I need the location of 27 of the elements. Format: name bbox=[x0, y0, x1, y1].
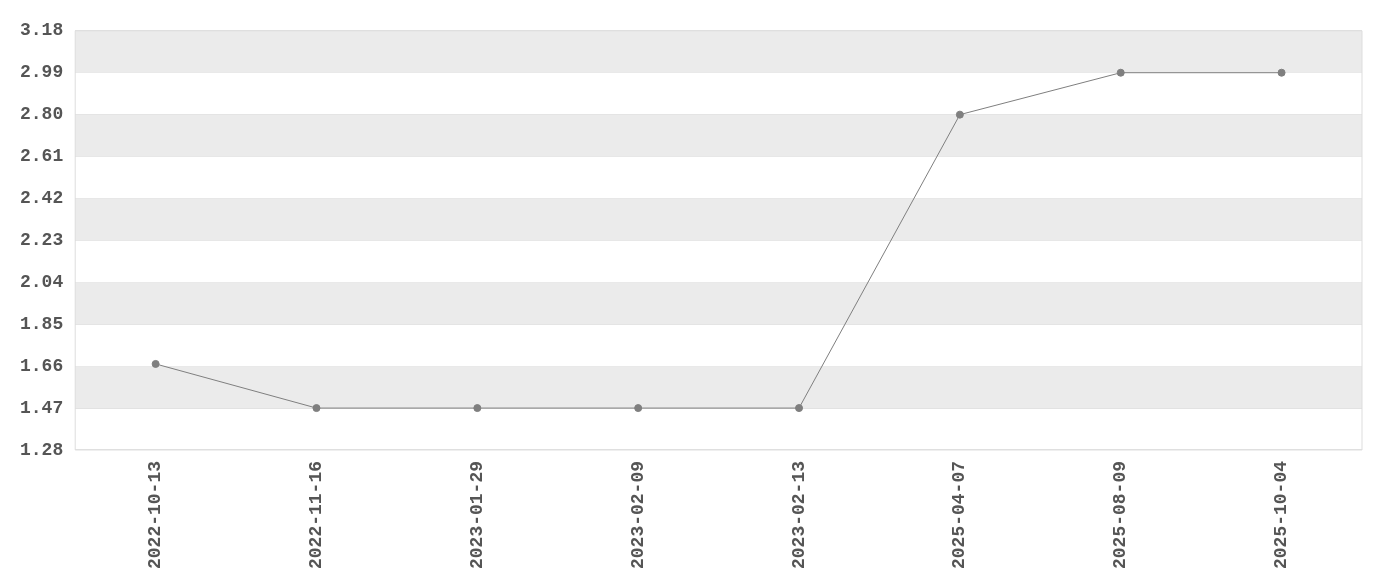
x-tick-label: 2023-02-09 bbox=[627, 460, 648, 570]
x-tick-label: 2025-08-09 bbox=[1110, 460, 1131, 570]
x-tick-label: 2022-10-13 bbox=[145, 460, 166, 570]
y-tick-label: 2.04 bbox=[19, 271, 64, 292]
point bbox=[955, 110, 964, 119]
x-tick-label: 2023-01-29 bbox=[466, 460, 487, 570]
point bbox=[312, 404, 321, 413]
y-tick-label: 2.80 bbox=[19, 104, 64, 125]
y-tick-label: 1.47 bbox=[19, 397, 64, 418]
y-tick-label: 2.42 bbox=[19, 188, 64, 208]
point bbox=[1116, 68, 1125, 77]
x-tick-label: 2025-10-04 bbox=[1271, 460, 1292, 570]
y-tick-label: 1.28 bbox=[19, 439, 64, 460]
x-tick-label: 2023-02-13 bbox=[788, 460, 809, 570]
y-tick-label: 1.66 bbox=[19, 355, 64, 376]
x-tick-label: 2025-04-07 bbox=[949, 460, 970, 570]
x-tick-label: 2022-11-16 bbox=[306, 460, 327, 570]
y-tick-label: 2.23 bbox=[19, 229, 64, 250]
point bbox=[151, 359, 160, 368]
point bbox=[1277, 68, 1286, 77]
y-tick-label: 3.18 bbox=[19, 20, 64, 41]
point bbox=[473, 404, 482, 413]
y-tick-label: 1.85 bbox=[19, 313, 64, 334]
y-tick-label: 2.99 bbox=[19, 62, 64, 83]
point bbox=[795, 404, 804, 413]
y-tick-label: 2.61 bbox=[19, 146, 64, 167]
point bbox=[634, 404, 643, 413]
